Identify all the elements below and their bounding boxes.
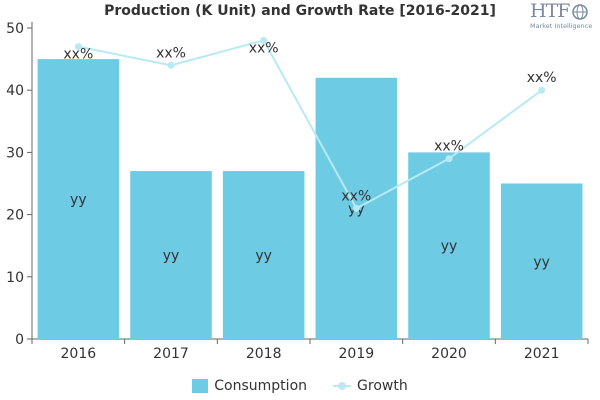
x-tick-label: 2016 [61,346,97,362]
chart-title: Production (K Unit) and Growth Rate [201… [104,3,496,19]
legend-swatch-growth [333,379,352,393]
y-tick-label: 0 [15,332,24,348]
x-tick-label: 2021 [524,346,560,362]
globe-icon [572,4,588,20]
legend: Consumption Growth [0,378,600,394]
legend-item-growth[interactable]: Growth [333,378,408,394]
x-tick-label: 2017 [153,346,189,362]
y-tick-label: 30 [6,145,24,161]
line-data-label: xx% [527,70,557,86]
legend-label-growth: Growth [357,378,408,394]
line-data-label: xx% [156,45,186,61]
logo-subtitle: Market Intelligence [530,22,593,30]
point-growth [74,43,82,51]
line-data-label: xx% [434,139,464,155]
point-growth [538,86,546,94]
bar-data-label: yy [255,248,272,264]
line-data-label: xx% [63,47,93,63]
y-tick-label: 50 [6,21,24,37]
bar-data-label: yy [533,254,550,270]
x-tick-label: 2020 [431,346,467,362]
y-tick-label: 20 [6,208,24,224]
line-data-label: xx% [249,40,279,56]
legend-swatch-consumption [192,379,209,393]
bar-consumption [37,59,120,339]
x-tick-label: 2018 [246,346,282,362]
series-line-growth [78,39,543,210]
logo-text: HTF [530,0,570,22]
bar-data-label: yy [70,192,87,208]
x-tick-label: 2019 [339,346,375,362]
y-tick-label: 40 [6,83,24,99]
htf-logo: HTF Market Intelligence [530,0,596,34]
point-growth [445,155,453,163]
line-data-label: xx% [341,188,371,204]
bar-consumption [222,171,305,339]
bar-consumption [130,171,212,339]
legend-item-consumption[interactable]: Consumption [192,378,307,394]
point-growth [352,204,360,212]
point-growth [167,61,175,69]
point-growth [260,36,268,44]
y-tick-label: 10 [6,270,24,286]
bar-consumption [408,152,490,339]
bar-consumption [500,183,583,339]
bar-data-label: yy [163,248,180,264]
bar-data-label: yy [441,239,458,255]
legend-label-consumption: Consumption [214,378,308,394]
